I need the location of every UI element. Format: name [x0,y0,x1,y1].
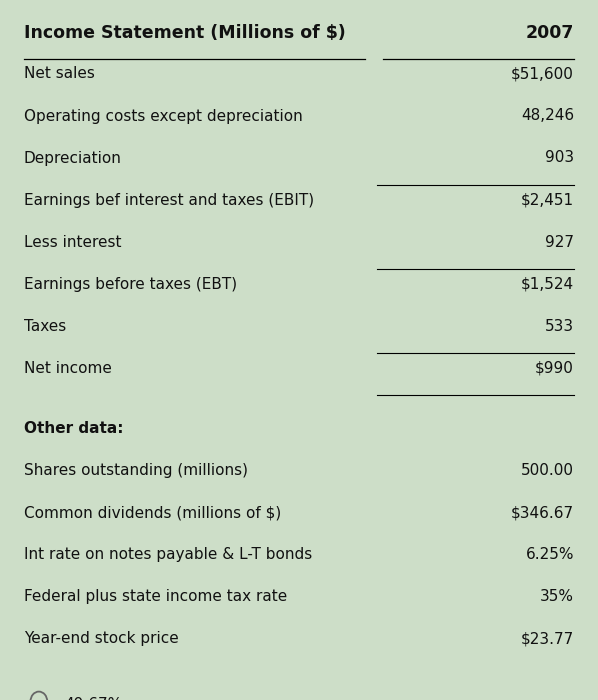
Text: Net income: Net income [24,360,112,375]
Text: $51,600: $51,600 [511,66,574,81]
Text: 35%: 35% [540,589,574,604]
Text: Net sales: Net sales [24,66,95,81]
Text: Other data:: Other data: [24,421,123,436]
Text: $346.67: $346.67 [511,505,574,520]
Text: 48,246: 48,246 [521,108,574,123]
Text: Less interest: Less interest [24,234,121,249]
Text: 533: 533 [545,318,574,333]
Text: 500.00: 500.00 [521,463,574,478]
Text: Int rate on notes payable & L-T bonds: Int rate on notes payable & L-T bonds [24,547,312,562]
Text: $1,524: $1,524 [521,276,574,291]
Text: $2,451: $2,451 [521,193,574,207]
Text: 6.25%: 6.25% [526,547,574,562]
Text: 927: 927 [545,234,574,249]
Text: Operating costs except depreciation: Operating costs except depreciation [24,108,303,123]
Text: 49.67%: 49.67% [64,696,122,700]
Text: $23.77: $23.77 [521,631,574,646]
Text: Taxes: Taxes [24,318,66,333]
Text: Depreciation: Depreciation [24,150,122,165]
Text: Year-end stock price: Year-end stock price [24,631,179,646]
Text: Shares outstanding (millions): Shares outstanding (millions) [24,463,248,478]
Text: Federal plus state income tax rate: Federal plus state income tax rate [24,589,287,604]
Text: Earnings bef interest and taxes (EBIT): Earnings bef interest and taxes (EBIT) [24,193,314,207]
Text: Earnings before taxes (EBT): Earnings before taxes (EBT) [24,276,237,291]
Text: 903: 903 [545,150,574,165]
Text: Common dividends (millions of $): Common dividends (millions of $) [24,505,281,520]
Text: 2007: 2007 [526,25,574,43]
Text: $990: $990 [535,360,574,375]
Text: Income Statement (Millions of $): Income Statement (Millions of $) [24,25,346,43]
